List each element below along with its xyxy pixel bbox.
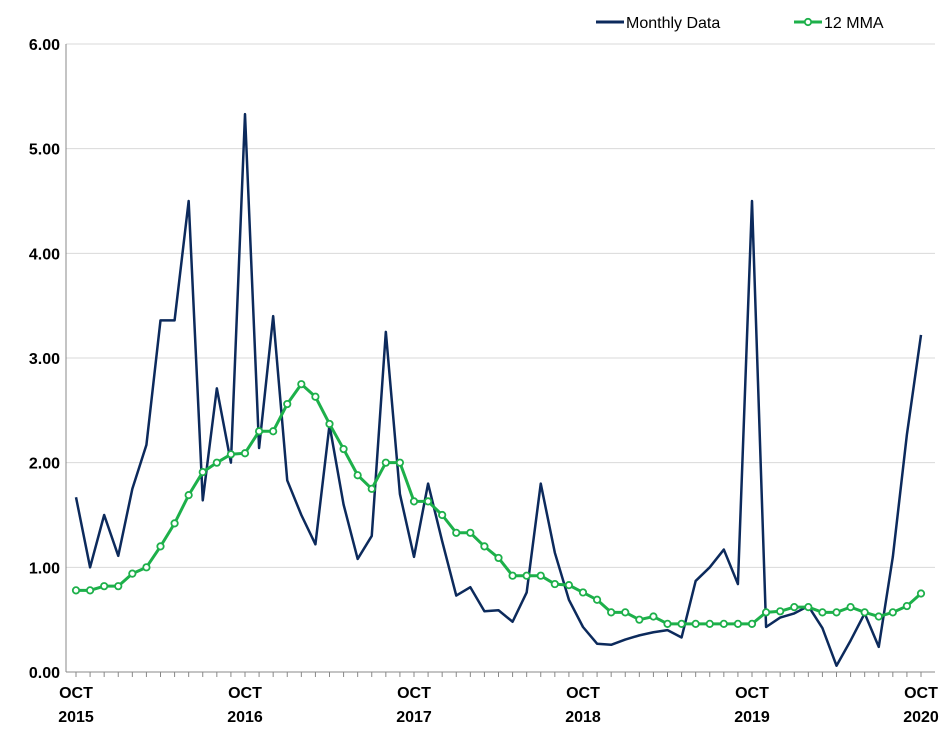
legend-marker <box>803 17 813 27</box>
point <box>114 582 123 591</box>
series-line <box>74 112 923 667</box>
point <box>85 586 95 595</box>
point <box>142 563 151 572</box>
point <box>325 419 334 429</box>
point <box>846 603 855 612</box>
point <box>339 444 348 454</box>
point <box>691 619 700 628</box>
point <box>719 619 728 628</box>
point <box>705 619 714 628</box>
point <box>916 589 926 598</box>
point <box>466 528 475 537</box>
point <box>226 450 236 459</box>
point <box>649 612 658 621</box>
point <box>367 484 376 493</box>
legend-label: 12 MMA <box>824 15 884 32</box>
point <box>804 603 813 612</box>
point <box>790 603 799 612</box>
x-tick-label: OCT 2019 <box>734 685 770 726</box>
point <box>888 608 897 617</box>
point <box>297 380 306 389</box>
point <box>578 588 588 597</box>
point <box>522 571 531 580</box>
y-tick-label: 4.00 <box>29 246 60 263</box>
point <box>438 510 447 520</box>
point <box>480 542 489 551</box>
legend-label: Monthly Data <box>626 15 720 32</box>
point <box>550 579 559 589</box>
point <box>494 553 503 563</box>
x-tick-label: OCT 2017 <box>396 685 432 726</box>
point <box>607 608 616 617</box>
point <box>761 608 771 617</box>
point <box>818 608 827 617</box>
point <box>747 619 757 628</box>
x-tick-label: OCT 2016 <box>227 685 263 726</box>
point <box>536 571 545 580</box>
point <box>311 392 320 401</box>
x-tick-label: OCT 2015 <box>58 685 94 726</box>
point <box>170 519 179 528</box>
point <box>353 471 362 480</box>
point <box>423 497 433 506</box>
y-tick-label: 6.00 <box>29 37 60 54</box>
x-tick-label: OCT 2018 <box>565 685 601 726</box>
point <box>874 612 883 621</box>
point <box>395 458 405 467</box>
point <box>283 399 292 409</box>
y-tick-label: 1.00 <box>29 560 60 577</box>
point <box>381 458 390 467</box>
point <box>592 595 602 604</box>
point <box>733 619 743 628</box>
point <box>100 582 109 591</box>
y-tick-label: 5.00 <box>29 142 60 159</box>
point <box>240 449 250 458</box>
point <box>184 491 193 500</box>
point <box>156 542 165 551</box>
point <box>832 608 841 617</box>
y-tick-label: 0.00 <box>29 665 60 682</box>
point <box>198 467 207 477</box>
point <box>212 458 221 467</box>
point <box>564 581 574 590</box>
point <box>452 528 461 537</box>
point <box>860 608 869 617</box>
point <box>902 601 912 611</box>
point <box>128 569 137 578</box>
point <box>621 608 630 617</box>
y-tick-label: 3.00 <box>29 351 60 368</box>
point <box>677 619 686 628</box>
point <box>635 615 644 624</box>
point <box>508 571 517 580</box>
point <box>269 427 278 436</box>
point <box>254 427 264 436</box>
x-tick-label: OCT 2020 <box>903 685 939 726</box>
point <box>776 607 785 616</box>
series-line <box>76 382 922 626</box>
point <box>409 497 419 506</box>
point <box>71 586 81 595</box>
point <box>663 619 672 628</box>
y-tick-label: 2.00 <box>29 456 60 473</box>
